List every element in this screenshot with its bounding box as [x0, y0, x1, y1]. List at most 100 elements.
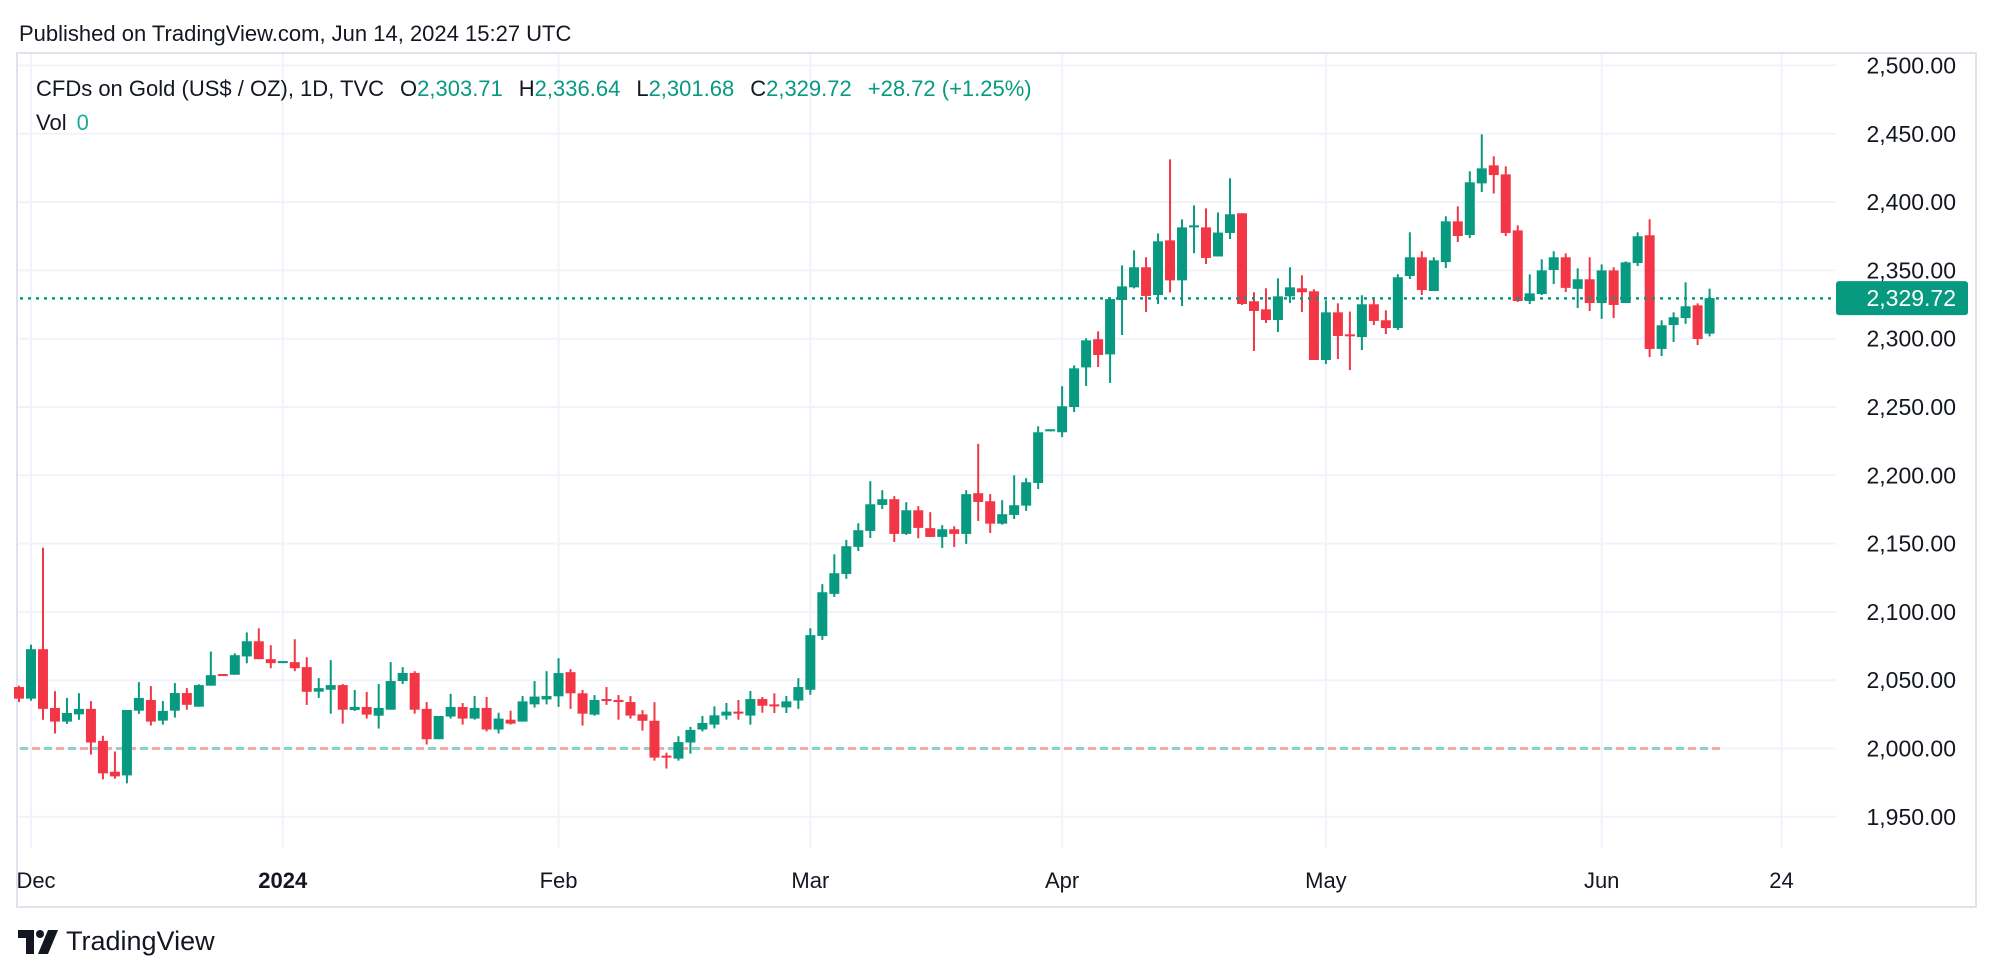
candle[interactable] [1428, 257, 1439, 292]
candle[interactable] [349, 690, 360, 711]
candle[interactable] [433, 715, 444, 740]
candle[interactable] [85, 701, 96, 755]
candle[interactable] [961, 490, 972, 544]
candle[interactable] [901, 502, 912, 535]
candle[interactable] [313, 678, 324, 698]
candle[interactable] [1057, 386, 1068, 438]
candle[interactable] [14, 685, 24, 703]
candle[interactable] [1452, 206, 1463, 242]
candle[interactable] [181, 688, 192, 710]
candle[interactable] [793, 678, 804, 709]
candle[interactable] [625, 696, 636, 719]
candle[interactable] [1141, 257, 1152, 313]
candle[interactable] [493, 712, 504, 734]
candle[interactable] [1416, 251, 1427, 295]
candle[interactable] [733, 700, 744, 720]
candle[interactable] [1045, 429, 1056, 432]
candle[interactable] [937, 525, 948, 548]
candle[interactable] [913, 506, 924, 539]
price-axis[interactable]: 1,950.00 2,000.00 2,050.00 2,100.00 2,150.00… [1836, 53, 1968, 830]
candle[interactable] [661, 752, 672, 769]
candle[interactable] [37, 547, 48, 720]
candle[interactable] [301, 657, 312, 705]
candle[interactable] [1009, 475, 1020, 520]
candle[interactable] [697, 715, 708, 732]
candle[interactable] [1596, 264, 1607, 319]
candle[interactable] [61, 697, 72, 724]
candle[interactable] [1404, 232, 1415, 280]
candle[interactable] [541, 671, 552, 705]
candle[interactable] [517, 696, 528, 722]
candle[interactable] [97, 735, 108, 780]
candle[interactable] [1260, 288, 1271, 323]
candle[interactable] [1668, 312, 1679, 342]
candle[interactable] [1512, 225, 1523, 302]
candle[interactable] [877, 490, 888, 509]
candle[interactable] [1320, 300, 1331, 364]
candle[interactable] [1560, 253, 1571, 292]
candle[interactable] [1380, 310, 1391, 335]
candle[interactable] [145, 686, 156, 726]
candle[interactable] [565, 669, 576, 709]
candle[interactable] [157, 701, 168, 725]
candle[interactable] [949, 526, 960, 547]
candle[interactable] [49, 691, 60, 734]
candle[interactable] [973, 443, 984, 521]
candle[interactable] [469, 696, 480, 720]
candle[interactable] [1692, 303, 1703, 345]
candle[interactable] [505, 710, 516, 725]
candle[interactable] [1248, 292, 1259, 351]
candle[interactable] [1632, 232, 1643, 267]
candle[interactable] [1129, 250, 1140, 289]
candle[interactable] [193, 684, 204, 707]
candle[interactable] [1488, 156, 1499, 194]
candle[interactable] [1236, 213, 1247, 305]
candle[interactable] [1081, 338, 1092, 386]
candle[interactable] [1536, 259, 1547, 295]
candle[interactable] [601, 687, 612, 705]
candle[interactable] [1033, 426, 1044, 489]
candle[interactable] [1644, 219, 1655, 358]
candle[interactable] [925, 512, 936, 537]
candle[interactable] [805, 628, 816, 695]
candle[interactable] [1584, 257, 1595, 311]
candle[interactable] [1165, 159, 1176, 293]
candle[interactable] [133, 682, 144, 714]
candle[interactable] [709, 706, 720, 729]
candle[interactable] [397, 667, 408, 685]
candle[interactable] [1572, 268, 1583, 308]
candle[interactable] [1284, 267, 1295, 304]
candle[interactable] [229, 653, 240, 675]
candle[interactable] [1464, 171, 1475, 239]
candle[interactable] [985, 494, 996, 533]
candle[interactable] [553, 658, 564, 707]
candle[interactable] [1704, 288, 1715, 337]
candle[interactable] [457, 703, 468, 725]
candle[interactable] [73, 693, 84, 720]
candle[interactable] [649, 702, 660, 761]
candle[interactable] [253, 628, 264, 660]
candle[interactable] [1332, 303, 1343, 360]
candle[interactable] [289, 639, 300, 672]
candle[interactable] [1296, 275, 1307, 313]
candle[interactable] [1620, 261, 1631, 304]
candle[interactable] [781, 696, 792, 713]
candle[interactable] [1680, 282, 1691, 324]
candle[interactable] [673, 736, 684, 761]
candle[interactable] [1177, 219, 1188, 307]
candle[interactable] [1153, 233, 1164, 305]
candle[interactable] [373, 684, 384, 729]
candle[interactable] [817, 584, 828, 640]
candle[interactable] [589, 695, 600, 716]
candle[interactable] [685, 726, 696, 754]
candle[interactable] [529, 681, 540, 708]
candle[interactable] [769, 693, 780, 713]
candle[interactable] [613, 695, 624, 720]
candle[interactable] [445, 693, 456, 719]
candle[interactable] [889, 496, 900, 542]
candle[interactable] [109, 751, 120, 779]
candle[interactable] [853, 523, 864, 551]
candle[interactable] [1224, 178, 1235, 239]
candle[interactable] [1213, 212, 1223, 257]
